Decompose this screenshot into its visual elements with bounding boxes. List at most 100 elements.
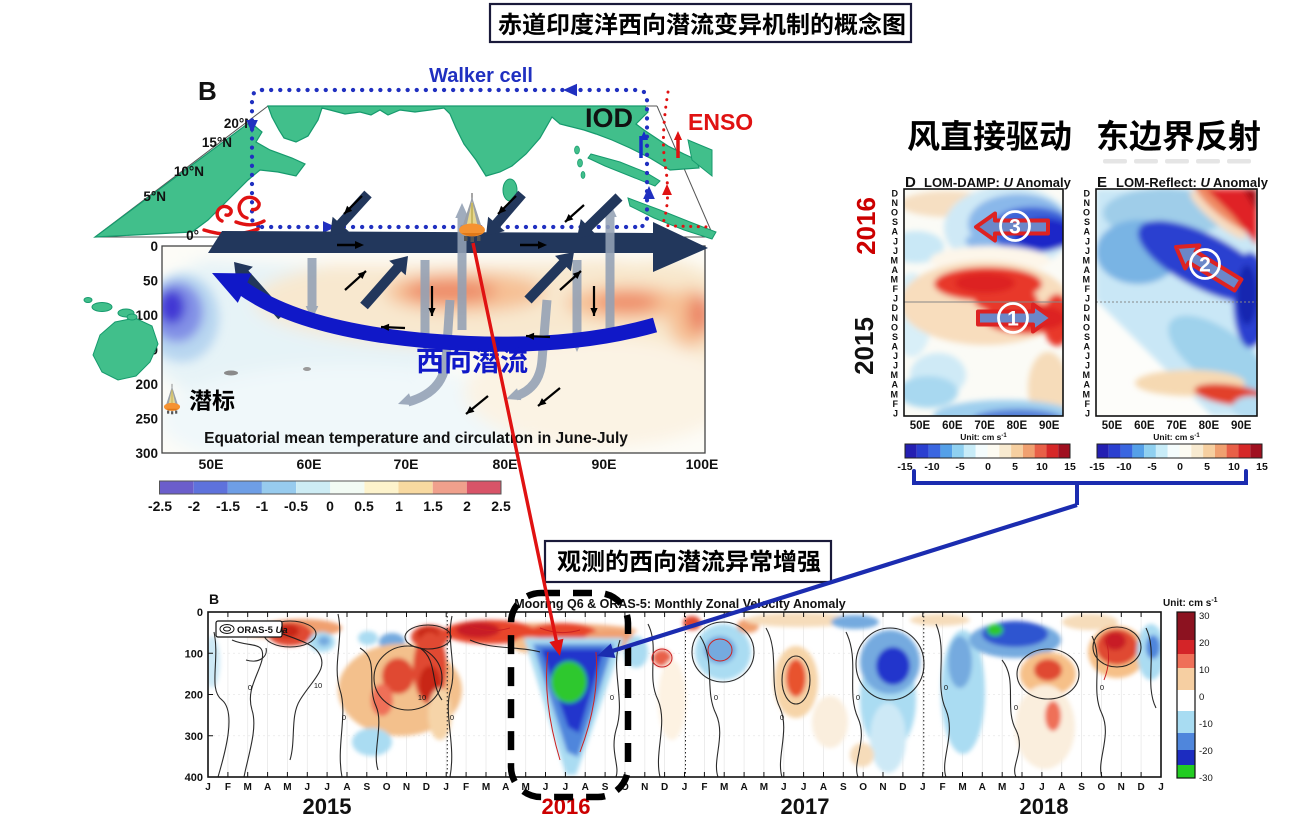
svg-text:J: J [801,782,807,793]
svg-text:A: A [892,380,899,390]
svg-text:60E: 60E [942,420,963,432]
svg-text:D: D [661,782,668,793]
svg-text:N: N [892,313,899,323]
svg-text:2015: 2015 [303,794,352,819]
svg-text:80E: 80E [1007,420,1028,432]
svg-text:D: D [905,174,916,191]
svg-text:J: J [1085,361,1090,371]
svg-text:O: O [891,322,898,332]
svg-text:90E: 90E [1039,420,1060,432]
svg-text:J: J [1085,351,1090,361]
svg-text:M: M [998,782,1006,793]
svg-text:D: D [892,189,899,199]
svg-text:J: J [443,782,449,793]
svg-text:N: N [403,782,410,793]
svg-text:50: 50 [143,274,158,289]
svg-text:M: M [891,275,899,285]
svg-text:15°N: 15°N [202,135,232,150]
svg-text:M: M [1083,275,1091,285]
svg-text:-20: -20 [1199,746,1213,757]
svg-text:N: N [879,782,886,793]
svg-text:N: N [1118,782,1125,793]
svg-text:-1: -1 [256,498,269,514]
svg-text:LOM-Reflect: U Anomaly: LOM-Reflect: U Anomaly [1116,175,1269,190]
svg-text:F: F [893,399,899,409]
svg-text:-2: -2 [188,498,201,514]
svg-text:N: N [1084,313,1091,323]
svg-text:M: M [522,782,530,793]
svg-text:1.5: 1.5 [423,498,443,514]
svg-text:90E: 90E [592,456,617,472]
svg-text:F: F [1085,399,1091,409]
svg-text:E: E [1097,174,1107,191]
svg-text:J: J [893,361,898,371]
svg-text:0: 0 [197,607,203,619]
svg-text:S: S [892,332,898,342]
svg-text:S: S [1084,332,1090,342]
svg-text:70E: 70E [974,420,995,432]
svg-text:-10: -10 [1116,461,1131,473]
svg-text:60E: 60E [1134,420,1155,432]
svg-text:J: J [563,782,569,793]
svg-text:J: J [1085,236,1090,246]
svg-text:200: 200 [135,377,158,392]
svg-text:M: M [482,782,490,793]
svg-text:J: J [1019,782,1025,793]
svg-text:A: A [582,782,589,793]
svg-text:2016: 2016 [851,197,881,255]
svg-text:Unit: cm s-1: Unit: cm s-1 [1153,432,1200,442]
svg-text:IOD: IOD [585,103,633,133]
svg-text:A: A [1058,782,1065,793]
svg-text:200: 200 [185,690,203,702]
svg-text:10: 10 [314,681,322,690]
svg-text:100E: 100E [686,456,719,472]
svg-text:A: A [1084,265,1091,275]
svg-text:2.5: 2.5 [491,498,511,514]
svg-text:2018: 2018 [1020,794,1069,819]
svg-text:J: J [543,782,549,793]
svg-text:5: 5 [1204,461,1210,473]
svg-text:400: 400 [185,772,203,784]
svg-text:5: 5 [1012,461,1018,473]
svg-text:0: 0 [780,713,784,722]
svg-text:J: J [324,782,330,793]
svg-text:M: M [1083,370,1091,380]
svg-text:0: 0 [944,683,948,692]
svg-text:80E: 80E [493,456,518,472]
svg-text:2: 2 [1199,254,1211,277]
svg-text:30: 30 [1199,611,1210,622]
svg-text:80E: 80E [1199,420,1220,432]
svg-text:A: A [502,782,509,793]
svg-text:F: F [463,782,469,793]
svg-text:15: 15 [1064,461,1076,473]
svg-text:2: 2 [463,498,471,514]
svg-text:O: O [383,782,391,793]
svg-text:0: 0 [985,461,991,473]
svg-text:0: 0 [1177,461,1183,473]
svg-text:D: D [1137,782,1144,793]
svg-text:M: M [1083,255,1091,265]
svg-text:ENSO: ENSO [688,109,753,135]
svg-text:2017: 2017 [781,794,830,819]
svg-text:A: A [740,782,747,793]
svg-text:0: 0 [450,713,454,722]
svg-text:A: A [1084,341,1091,351]
svg-text:J: J [682,782,688,793]
svg-text:10: 10 [1036,461,1048,473]
svg-text:J: J [205,782,211,793]
svg-text:B: B [198,76,217,106]
svg-text:M: M [891,370,899,380]
svg-text:10°N: 10°N [174,164,204,179]
svg-text:M: M [1083,389,1091,399]
svg-text:10: 10 [1228,461,1240,473]
svg-text:S: S [602,782,609,793]
svg-text:-5: -5 [955,461,964,473]
svg-text:S: S [892,217,898,227]
svg-text:0: 0 [248,683,252,692]
svg-text:N: N [641,782,648,793]
svg-text:J: J [893,246,898,256]
svg-text:-15: -15 [897,461,912,473]
svg-text:-10: -10 [924,461,939,473]
svg-text:10: 10 [1199,665,1210,676]
svg-text:-1.5: -1.5 [216,498,240,514]
